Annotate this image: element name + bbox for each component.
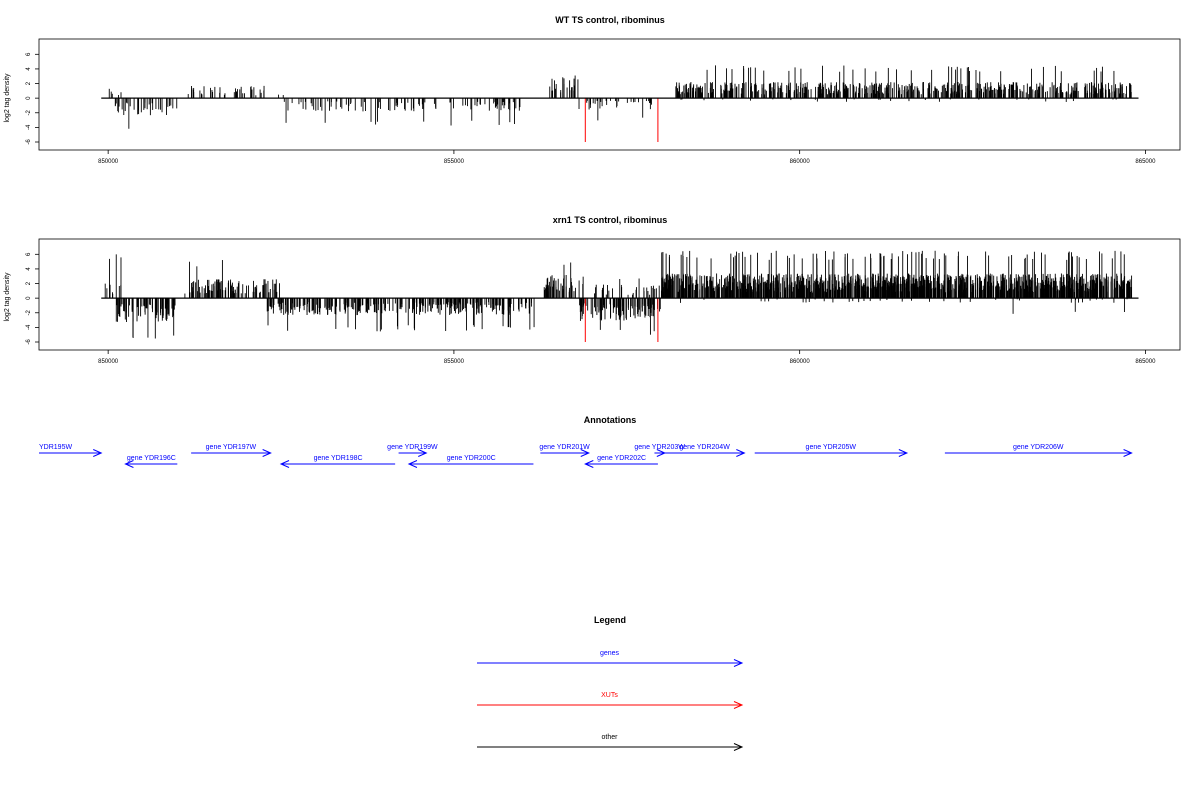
xrn1-y-axis-label: log2 tag density	[4, 272, 11, 322]
x-tick-label: 855000	[444, 359, 465, 365]
wt-plot-frame	[38, 38, 1181, 151]
y-tick-label: -4	[26, 124, 32, 130]
gene-label: gene YDR201W	[539, 444, 590, 451]
xrn1-bars-group	[101, 250, 1139, 342]
y-tick-label: 0	[26, 296, 32, 300]
legend-label: genes	[600, 650, 620, 657]
legend-label: other	[602, 734, 619, 741]
gene-label: gene YDR203W	[634, 444, 685, 451]
gene-label: gene YDR196C	[127, 455, 176, 462]
x-tick-label: 860000	[790, 159, 811, 165]
gene-arrowhead	[580, 449, 591, 457]
gene-arrowhead	[279, 460, 290, 468]
wt-track-title: WT TS control, ribominus	[555, 15, 665, 25]
gene-label: gene YDR198C	[314, 455, 363, 462]
y-tick-label: 4	[26, 67, 32, 71]
wt-bars-group	[101, 65, 1139, 142]
xrn1-axes-group: -6 -4 -2 0 2 4 6 850000 855000 860000 865000	[26, 252, 1156, 365]
gene-arrowhead	[898, 449, 909, 457]
gene-label: gene YDR206W	[1013, 444, 1064, 451]
xrn1-track-title: xrn1 TS control, ribominus	[553, 215, 668, 225]
x-tick-label: 865000	[1135, 359, 1156, 365]
y-tick-label: 6	[26, 52, 32, 56]
legend-arrowhead	[733, 701, 744, 709]
gene-arrowhead	[124, 460, 134, 468]
x-tick-label: 850000	[98, 359, 119, 365]
y-tick-label: -2	[26, 309, 32, 315]
y-tick-label: 4	[26, 267, 32, 271]
gene-label: gene YDR202C	[597, 455, 646, 462]
wt-track-panel: WT TS control, ribominus log2 tag densit…	[4, 15, 1181, 165]
gene-label: gene YDR204W	[679, 444, 730, 451]
gene-label: gene YDR205W	[806, 444, 857, 451]
xrn1-plot-frame	[38, 238, 1181, 351]
y-tick-label: -6	[26, 339, 32, 345]
gene-label: YDR195W	[39, 444, 72, 451]
x-tick-label: 850000	[98, 159, 119, 165]
legend-items-group: genes XUTs other	[477, 650, 744, 751]
legend-arrowhead	[733, 743, 744, 751]
gene-arrowhead	[93, 449, 103, 457]
y-tick-label: -4	[26, 324, 32, 330]
x-tick-label: 860000	[790, 359, 811, 365]
legend-panel: Legend genes XUTs other	[477, 615, 744, 751]
y-tick-label: 2	[26, 281, 32, 285]
gene-arrowhead	[262, 449, 272, 457]
y-tick-label: 6	[26, 252, 32, 256]
x-tick-label: 855000	[444, 159, 465, 165]
y-tick-label: -2	[26, 109, 32, 115]
gene-arrowhead	[418, 449, 428, 457]
y-tick-label: -6	[26, 139, 32, 145]
xrn1-track-panel: xrn1 TS control, ribominus log2 tag dens…	[4, 215, 1181, 365]
legend-label: XUTs	[601, 692, 618, 699]
gene-label: gene YDR197W	[206, 444, 257, 451]
legend-title: Legend	[594, 615, 626, 625]
gene-label: gene YDR200C	[447, 455, 496, 462]
gene-label: gene YDR199W	[387, 444, 438, 451]
wt-axes-group: -6 -4 -2 0 2 4 6 850000 855000 860000 865000	[26, 52, 1156, 165]
gene-arrowhead	[1123, 449, 1133, 457]
wt-y-axis-label: log2 tag density	[4, 73, 11, 123]
y-tick-label: 0	[26, 96, 32, 100]
gene-arrowhead	[656, 449, 667, 457]
legend-arrowhead	[733, 659, 744, 667]
gene-arrowhead	[736, 449, 746, 457]
gene-arrowhead	[584, 460, 594, 468]
gene-arrows-group: YDR195W gene YDR196C gene YDR197W gene YDR1…	[39, 444, 1133, 468]
annotations-panel: Annotations YDR195W gene YDR196C gene YDR1…	[39, 415, 1133, 468]
annotations-title: Annotations	[584, 415, 637, 425]
x-tick-label: 865000	[1135, 159, 1156, 165]
y-tick-label: 2	[26, 81, 32, 85]
gene-arrowhead	[407, 460, 418, 468]
